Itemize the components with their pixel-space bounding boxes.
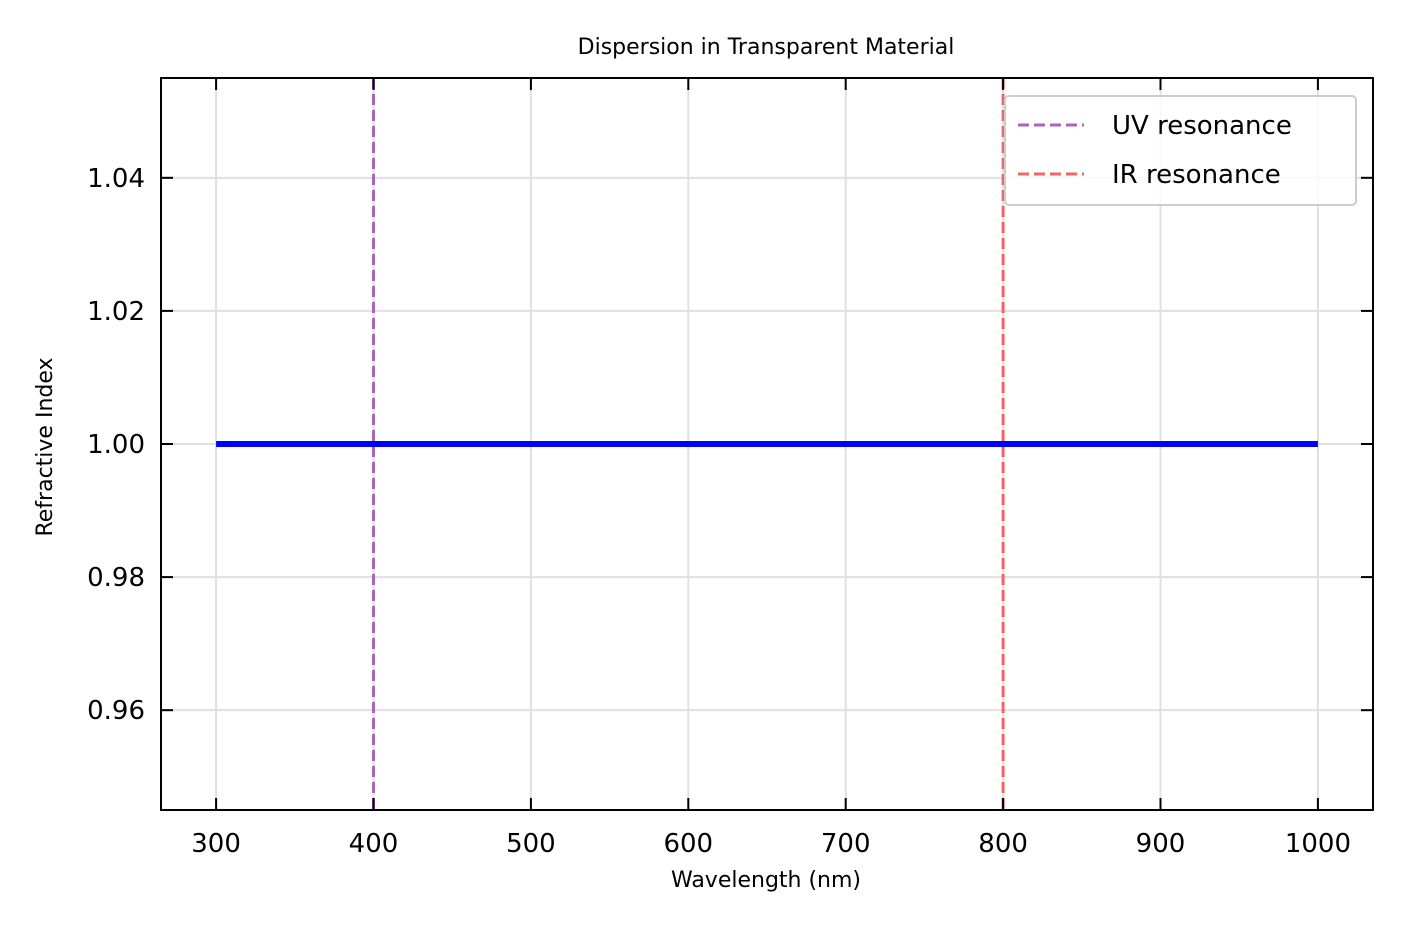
legend-label: IR resonance — [1112, 160, 1281, 190]
x-tick-label: 600 — [663, 829, 713, 859]
x-axis-label: Wavelength (nm) — [671, 868, 861, 893]
legend: UV resonance IR resonance — [1004, 95, 1357, 206]
x-tick-label: 500 — [506, 829, 556, 859]
x-tick-label: 300 — [191, 829, 241, 859]
y-axis-label: Refractive Index — [33, 357, 58, 536]
y-tick-label: 1.04 — [87, 164, 145, 194]
x-tick-label: 400 — [349, 829, 399, 859]
y-tick-label: 0.98 — [87, 563, 145, 593]
x-tick-label: 800 — [978, 829, 1028, 859]
y-axis-ticks: 0.96 0.98 1.00 1.02 1.04 — [87, 164, 1373, 726]
chart-title: Dispersion in Transparent Material — [578, 35, 955, 60]
x-tick-label: 700 — [821, 829, 871, 859]
legend-label: UV resonance — [1112, 111, 1292, 141]
y-tick-label: 1.00 — [87, 430, 145, 460]
x-axis-ticks: 300 400 500 600 700 800 900 1000 — [191, 78, 1351, 859]
x-tick-label: 1000 — [1285, 829, 1351, 859]
legend-entries: UV resonance IR resonance — [1018, 111, 1292, 190]
x-tick-label: 900 — [1136, 829, 1186, 859]
y-tick-label: 0.96 — [87, 696, 145, 726]
y-tick-label: 1.02 — [87, 297, 145, 327]
legend-box — [1004, 95, 1357, 206]
vline-layer — [371, 78, 1005, 810]
